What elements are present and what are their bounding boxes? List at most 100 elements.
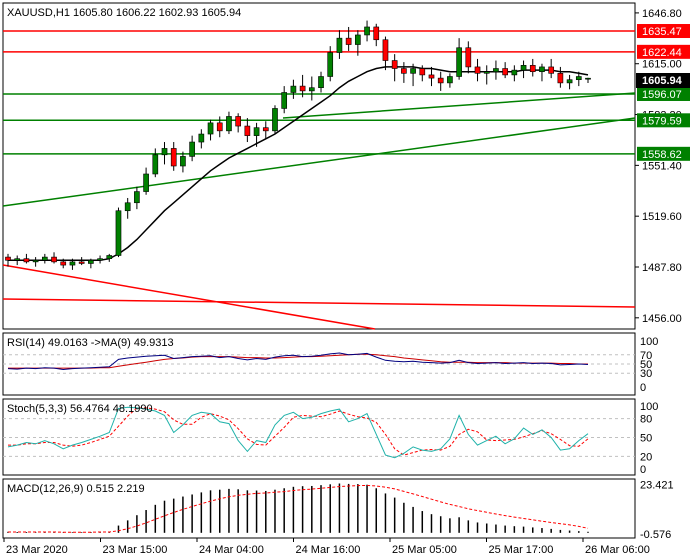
level-label: 1635.47 (642, 26, 682, 38)
stoch-label: Stoch(5,3,3) 56.4764 48.1990 (7, 403, 153, 415)
time-tick-label: 26 Mar 06:00 (585, 544, 650, 556)
time-tick-label: 23 Mar 15:00 (103, 544, 168, 556)
candle-body[interactable] (447, 76, 453, 84)
indicator-level-label: 70 (640, 350, 652, 362)
time-tick-label: 24 Mar 04:00 (199, 544, 264, 556)
macd-label: MACD(12,26,9) 0.515 2.219 (7, 483, 145, 495)
candle-body[interactable] (308, 87, 315, 92)
candle-body[interactable] (502, 68, 508, 76)
candle-body[interactable] (235, 116, 241, 127)
candle-body[interactable] (69, 261, 76, 266)
indicator-level-label: 30 (640, 368, 652, 380)
time-tick-label: 23 Mar 2020 (6, 544, 68, 556)
candle-body[interactable] (198, 133, 205, 143)
candle-body[interactable] (428, 74, 435, 79)
candle-body[interactable] (575, 76, 582, 81)
current-price-label: 1605.94 (642, 75, 683, 87)
price-panel[interactable]: XAUUSD,H1 1605.80 1606.22 1602.93 1605.9… (2, 2, 636, 330)
level-label: 1579.59 (642, 115, 682, 127)
candle-body[interactable] (78, 261, 85, 264)
candle-body[interactable] (32, 259, 39, 263)
candle-body[interactable] (318, 76, 324, 88)
candle-body[interactable] (244, 125, 251, 136)
candle-body[interactable] (14, 258, 21, 261)
level-label-box (637, 24, 690, 39)
indicator-level-label: 0 (640, 464, 646, 476)
rsi-panel[interactable]: RSI(14) 49.0163 ->MA(9) 49.9313 (2, 332, 636, 396)
price-tick-label: 1456.00 (642, 313, 682, 325)
price-tick-label: 1646.80 (642, 8, 682, 20)
candle-body[interactable] (529, 65, 536, 73)
candle-body[interactable] (520, 65, 527, 71)
candle-body[interactable] (124, 202, 131, 212)
level-labels: 1635.47 1622.44 1596.07 1579.59 1558.62 (637, 24, 690, 161)
candle-body[interactable] (262, 127, 269, 132)
candle-body[interactable] (152, 154, 159, 175)
candle-body[interactable] (60, 261, 67, 266)
candle-body[interactable] (566, 79, 573, 84)
candle-body[interactable] (382, 39, 389, 61)
candle-body[interactable] (557, 73, 564, 84)
chart-title: XAUUSD,H1 1605.80 1606.22 1602.93 1605.9… (7, 7, 241, 19)
price-tick-label: 1551.40 (642, 160, 682, 172)
candle-body[interactable] (327, 52, 334, 77)
candle-body[interactable] (548, 66, 555, 74)
macd-signal-line (8, 484, 589, 533)
level-label-box (637, 44, 690, 59)
candle-body[interactable] (180, 156, 186, 167)
candle-body[interactable] (51, 256, 57, 263)
indicator-level-label: 20 (640, 451, 652, 463)
candle-body[interactable] (511, 69, 518, 76)
candle-body[interactable] (41, 256, 48, 261)
level-label: 1596.07 (642, 89, 682, 101)
candle-body[interactable] (419, 68, 426, 76)
candle-body[interactable] (483, 71, 490, 74)
candle-body[interactable] (272, 108, 278, 132)
candle-body[interactable] (5, 256, 11, 261)
candle-body[interactable] (143, 173, 149, 192)
candle-body[interactable] (134, 191, 140, 204)
candle-body[interactable] (189, 141, 195, 157)
red-trendline-descending (2, 264, 376, 330)
indicator-level-label: 50 (640, 359, 652, 371)
candle-body[interactable] (88, 259, 94, 264)
candle-body[interactable] (373, 26, 380, 41)
price-tick-label: 1615.00 (642, 59, 682, 71)
candle-body[interactable] (465, 47, 472, 68)
candle-body[interactable] (345, 37, 352, 45)
time-tick-label: 25 Mar 17:00 (489, 544, 554, 556)
candle-body[interactable] (456, 47, 462, 77)
candle-body[interactable] (437, 77, 444, 84)
candle-body[interactable] (23, 258, 30, 263)
stoch-panel[interactable]: Stoch(5,3,3) 56.4764 48.1990 (2, 398, 636, 476)
candle-body[interactable] (106, 255, 113, 259)
candle-body[interactable] (539, 66, 545, 73)
candle-body[interactable] (170, 148, 177, 167)
candle-body[interactable] (401, 68, 407, 74)
green-trendline-lower (2, 117, 636, 207)
candle-body[interactable] (216, 122, 223, 132)
macd-panel[interactable]: MACD(12,26,9) 0.515 2.219 (2, 478, 636, 539)
candle-body[interactable] (493, 68, 499, 73)
candle-body[interactable] (391, 60, 398, 69)
candle-body[interactable] (207, 122, 214, 135)
candle-body[interactable] (336, 37, 343, 53)
candle-body[interactable] (355, 34, 361, 45)
candle-body[interactable] (161, 148, 168, 156)
candle-body[interactable] (410, 68, 416, 74)
candle-body[interactable] (299, 85, 306, 92)
price-tick-label: 1487.80 (642, 262, 682, 274)
candle-body[interactable] (226, 116, 232, 132)
candle-body[interactable] (364, 26, 370, 36)
level-label: 1558.62 (642, 149, 682, 161)
candle-body[interactable] (281, 92, 288, 109)
candle-body[interactable] (115, 210, 122, 256)
candle-body[interactable] (290, 85, 297, 93)
candle-body[interactable] (585, 77, 591, 80)
stoch-main-line (7, 406, 589, 459)
candle-body[interactable] (97, 258, 103, 261)
candle-body[interactable] (253, 127, 260, 136)
candle-body[interactable] (474, 66, 481, 74)
